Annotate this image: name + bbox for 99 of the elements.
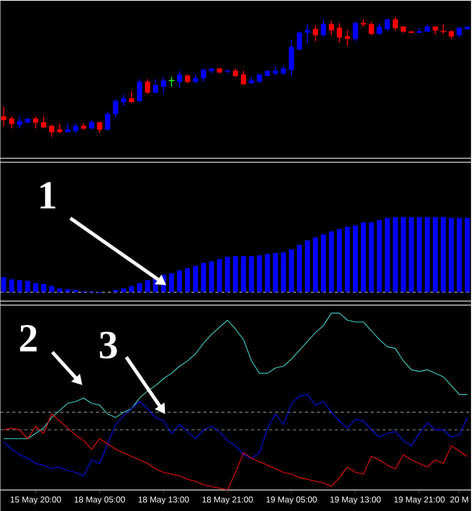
candlestick (272, 66, 278, 76)
candlestick (144, 78, 150, 94)
candlestick (176, 70, 182, 88)
bar (384, 218, 390, 292)
bar (400, 217, 406, 292)
candlestick (312, 25, 318, 42)
bar (193, 266, 198, 292)
bar (145, 280, 150, 292)
bar (241, 256, 246, 292)
bar (249, 256, 254, 292)
candlestick (73, 123, 78, 134)
annotation: 2 (20, 324, 37, 352)
candlestick (1, 106, 6, 126)
candlestick (200, 69, 206, 82)
bar (57, 288, 62, 292)
bar (320, 234, 326, 292)
bar (177, 270, 182, 292)
candlestick (33, 116, 38, 129)
bar (9, 279, 14, 292)
candlestick (328, 20, 334, 36)
bar (448, 218, 454, 292)
bar (280, 252, 286, 292)
bar (352, 225, 358, 292)
bar (233, 256, 238, 292)
bar (169, 273, 174, 292)
x-tick-label: 18 May 13:00 (138, 496, 189, 504)
bar (304, 240, 310, 292)
candlestick (336, 22, 342, 43)
candlestick (128, 90, 134, 103)
candlestick (456, 27, 462, 38)
candlestick (9, 116, 14, 129)
candlestick (168, 76, 175, 88)
candlestick (57, 123, 62, 134)
bar (17, 280, 22, 292)
bar (1, 277, 6, 292)
text: 1 (40, 182, 56, 208)
bar (312, 237, 318, 292)
candlestick (384, 19, 390, 31)
candlestick (17, 116, 22, 129)
bar (201, 262, 206, 292)
candlestick (288, 39, 294, 76)
bar (440, 217, 446, 292)
annotation: 3 (100, 332, 117, 359)
candlestick (376, 22, 382, 34)
candlestick (240, 70, 246, 85)
bar (272, 253, 278, 292)
candlestick (344, 30, 350, 46)
bar (288, 249, 294, 292)
bar (408, 217, 414, 292)
bar (25, 280, 30, 292)
bar (328, 231, 334, 292)
bar (368, 222, 374, 292)
bar (464, 218, 470, 292)
x-tick-label: 20 M (450, 496, 468, 503)
candlestick (320, 19, 326, 37)
candlestick (440, 24, 447, 34)
x-tick-label: 18 May 05:00 (74, 496, 125, 504)
bar (336, 229, 342, 292)
bar (264, 254, 270, 292)
x-tick-label: 19 May 05:00 (266, 496, 317, 504)
x-tick-label: 19 May 13:00 (330, 496, 381, 504)
bar (257, 255, 262, 292)
bar (185, 268, 190, 292)
bar (49, 286, 54, 292)
bar (376, 220, 382, 292)
candlestick (152, 78, 158, 94)
x-tick-label: 18 May 21:00 (202, 496, 253, 504)
bar (296, 244, 302, 292)
bar (41, 284, 46, 292)
bar (416, 217, 422, 292)
candlestick (112, 99, 118, 118)
bar (432, 217, 438, 292)
candlestick (41, 116, 46, 129)
candlestick (160, 76, 166, 94)
x-tick-label: 19 May 21:00 (394, 496, 445, 504)
candlestick (304, 24, 310, 44)
bar (424, 217, 430, 292)
candlestick (105, 111, 110, 130)
bar (392, 217, 398, 292)
bar (65, 289, 70, 292)
candlestick (97, 122, 102, 134)
candlestick (368, 21, 374, 36)
bar (33, 283, 38, 292)
bar (225, 256, 230, 292)
bar (217, 259, 222, 292)
bar (360, 222, 366, 292)
candlestick (392, 16, 398, 31)
bar (121, 288, 126, 292)
candlestick (49, 124, 54, 138)
bar (209, 261, 214, 292)
candlestick (352, 21, 358, 42)
bar (344, 226, 350, 292)
candlestick (136, 78, 142, 103)
bar (456, 218, 462, 292)
bar (137, 283, 142, 292)
x-tick-label: 15 May 20:00 (10, 496, 61, 504)
candlestick (120, 94, 126, 106)
candlestick (296, 30, 302, 50)
bar (129, 286, 134, 292)
